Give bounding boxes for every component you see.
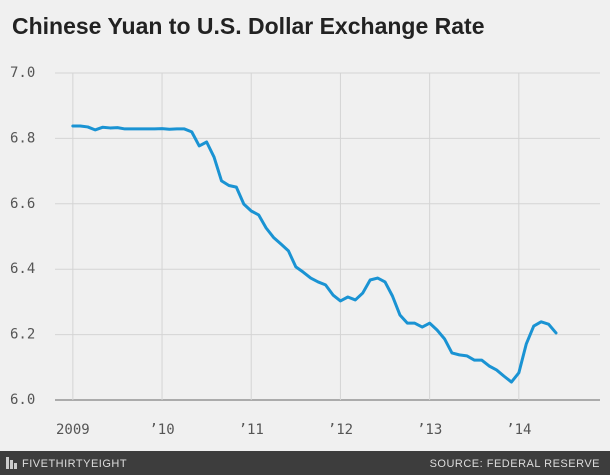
x-tick-label: ’14 bbox=[506, 422, 531, 438]
y-tick-label: 7.0 bbox=[10, 65, 35, 81]
y-tick-label: 6.2 bbox=[10, 327, 35, 343]
footer-brand: FIVETHIRTYEIGHT bbox=[22, 458, 127, 470]
footer-bar bbox=[0, 451, 610, 475]
plot-area: 6.0 6.2 6.4 6.6 6.8 7.0 2009 ’10 ’11 ’12 ’13 ’14 bbox=[10, 65, 600, 438]
y-tick-label: 6.4 bbox=[10, 261, 35, 277]
y-tick-label: 6.0 bbox=[10, 392, 35, 408]
brand-logo bbox=[6, 457, 17, 469]
footer-source: SOURCE: FEDERAL RESERVE bbox=[430, 458, 600, 470]
y-tick-label: 6.8 bbox=[10, 130, 35, 146]
x-tick-label: 2009 bbox=[56, 422, 90, 438]
chart-title: Chinese Yuan to U.S. Dollar Exchange Rat… bbox=[12, 13, 485, 39]
data-line bbox=[71, 124, 558, 384]
x-tick-label: ’10 bbox=[149, 422, 174, 438]
x-tick-label: ’11 bbox=[239, 422, 264, 438]
y-tick-label: 6.6 bbox=[10, 196, 35, 212]
x-tick-label: ’13 bbox=[417, 422, 442, 438]
x-tick-label: ’12 bbox=[328, 422, 353, 438]
